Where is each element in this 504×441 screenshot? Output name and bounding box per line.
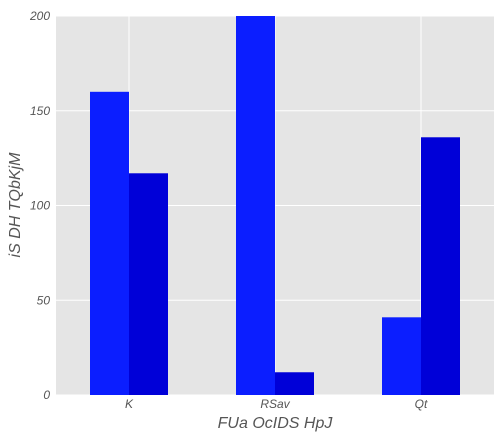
- y-axis-ticks: 0 50 100 150 200: [29, 9, 50, 402]
- x-tick-label: Qt: [415, 397, 428, 411]
- y-tick-label: 50: [37, 293, 51, 307]
- bars: [90, 16, 460, 396]
- x-tick-label: K: [125, 397, 134, 411]
- bar-RSav-series-2: [275, 372, 314, 395]
- x-axis-ticks: K RSav Qt: [125, 397, 428, 411]
- y-tick-label: 200: [29, 9, 50, 23]
- x-tick-label: RSav: [260, 397, 290, 411]
- x-axis-label: FUa OcIDS HpJ: [218, 415, 334, 432]
- bar-K-series-1: [90, 91, 129, 396]
- bar-RSav-series-1: [236, 16, 275, 395]
- bar-Qt-series-2: [421, 137, 460, 395]
- y-tick-label: 150: [30, 104, 50, 118]
- bar-Qt-series-1: [382, 317, 421, 395]
- y-tick-label: 100: [30, 199, 50, 213]
- y-tick-label: 0: [43, 388, 50, 402]
- y-axis-label: iS DH TQbKjM: [7, 152, 24, 258]
- bar-K-series-2: [129, 173, 168, 395]
